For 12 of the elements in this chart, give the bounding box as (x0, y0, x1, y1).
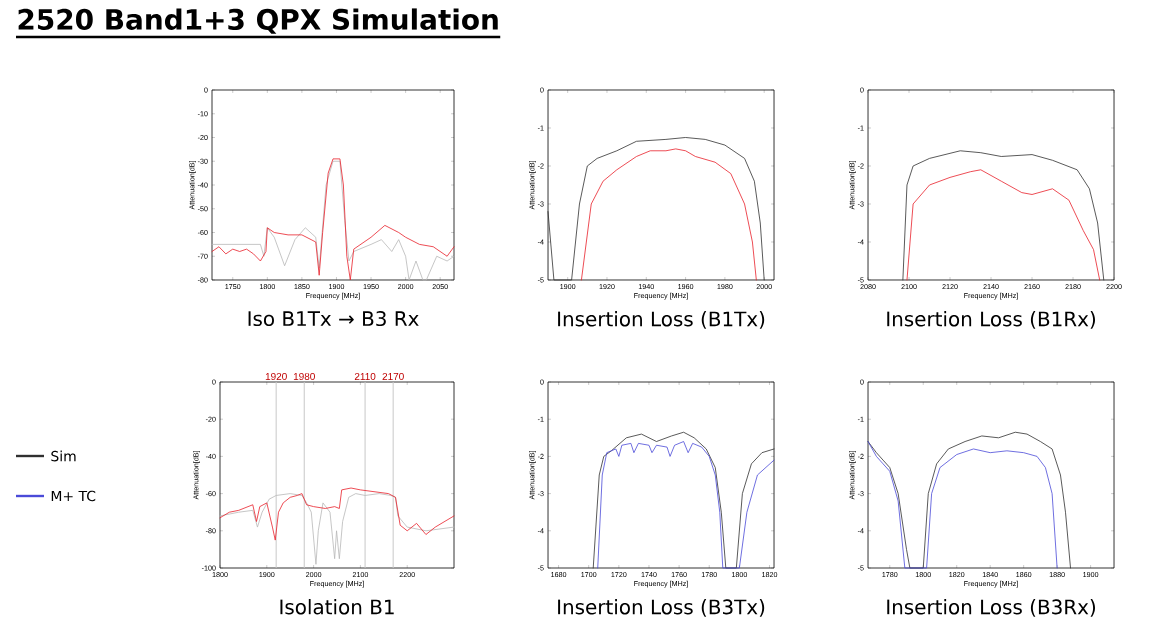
line-series (219, 493, 455, 565)
line-series (906, 169, 1101, 281)
text: Iso B1Tx → B3 Rx (248, 311, 419, 327)
text: Insertion Loss (B3Rx) (887, 599, 1096, 617)
text: Insertion Loss (B1Tx) (558, 311, 765, 329)
text: Insertion Loss (B1Rx) (887, 311, 1096, 329)
line-series (547, 137, 765, 281)
text: 2520 Band1+3 QPX Simulation (18, 8, 498, 34)
line-series (581, 148, 757, 281)
text: Insertion Loss (B3Tx) (558, 599, 765, 617)
line-series (902, 150, 1105, 281)
text: Isolation B1 (280, 599, 394, 615)
